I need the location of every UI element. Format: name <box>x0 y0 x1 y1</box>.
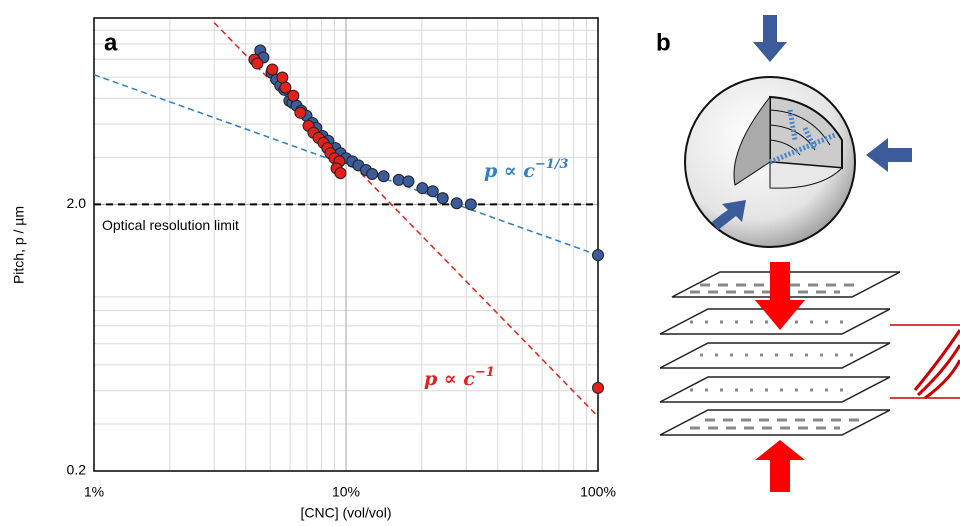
data-point <box>377 170 390 183</box>
data-point <box>450 197 463 210</box>
panel-label: b <box>656 29 671 56</box>
data-point <box>294 106 307 119</box>
x-tick-label: 100% <box>580 484 616 500</box>
x-tick-label: 10% <box>332 484 360 500</box>
plot: 1% 10% 100% 0.2 2.0 Optical resolution limit p… <box>67 17 616 500</box>
plot-frame <box>93 17 599 472</box>
data-point <box>392 173 405 186</box>
y-axis-title: Pitch, p / µm <box>11 206 27 284</box>
fit-label-exponent: −1 <box>475 365 495 380</box>
panel-label: a <box>104 29 118 56</box>
fit-label: p ∝ c−1/3 <box>484 157 569 183</box>
data-point <box>402 175 415 188</box>
fit-label-base: p ∝ c <box>484 160 535 182</box>
y-tick-label: 0.2 <box>67 462 87 478</box>
data-point <box>251 57 264 70</box>
layer-diagram <box>659 262 960 492</box>
reference-label: Optical resolution limit <box>102 217 239 233</box>
fit-label: p ∝ c−1 <box>424 365 495 391</box>
data-point <box>287 89 300 102</box>
data-point <box>592 381 604 394</box>
data-point <box>464 198 477 211</box>
fit-label-base: p ∝ c <box>424 368 475 390</box>
data-point <box>366 167 379 180</box>
data-point <box>279 81 292 94</box>
data-point <box>426 185 439 198</box>
fit-label-exponent: −1/3 <box>535 157 569 172</box>
sphere-diagram <box>684 15 912 248</box>
y-tick-label: 2.0 <box>67 195 87 211</box>
data-point <box>416 182 429 195</box>
data-point <box>266 63 279 76</box>
data-point <box>436 192 449 205</box>
x-tick-label: 1% <box>84 484 104 500</box>
data-point <box>276 71 289 84</box>
data-point <box>334 167 347 180</box>
x-axis-title: [CNC] (vol/vol) <box>300 505 391 521</box>
data-point <box>592 249 604 262</box>
